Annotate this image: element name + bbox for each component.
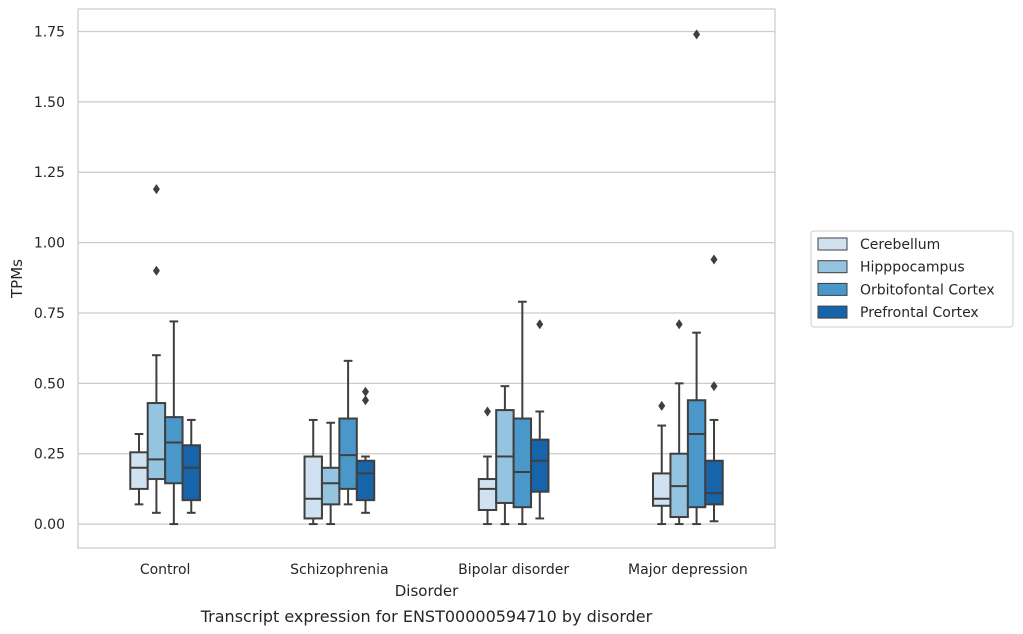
box-hipppocampus xyxy=(320,421,341,526)
iqr-box xyxy=(129,451,149,490)
iqr-box xyxy=(355,459,376,502)
outlier-point xyxy=(710,381,718,392)
y-tick-label: 0.75 xyxy=(34,306,65,322)
iqr-box xyxy=(686,399,707,509)
y-tick-label: 1.75 xyxy=(34,25,65,41)
legend-entry: Hipppocampus xyxy=(860,260,965,276)
x-tick-label: Bipolar disorder xyxy=(458,562,569,578)
x-axis-label: Disorder xyxy=(395,582,459,600)
box-hipppocampus xyxy=(669,319,689,526)
outlier-point xyxy=(658,400,666,411)
outlier-point xyxy=(483,406,491,417)
x-tick-label: Major depression xyxy=(628,562,748,578)
iqr-box xyxy=(338,417,358,490)
box-prefrontal-cortex xyxy=(355,386,376,514)
y-tick-label: 0.50 xyxy=(34,376,65,392)
legend-swatch xyxy=(817,237,848,251)
outlier-point xyxy=(710,254,718,265)
box-cerebellum xyxy=(303,418,323,526)
iqr-box xyxy=(164,416,184,485)
iqr-box xyxy=(477,478,498,512)
box-prefrontal-cortex xyxy=(704,254,724,523)
iqr-box xyxy=(704,459,724,506)
legend-entry: Cerebellum xyxy=(860,237,940,253)
box-cerebellum xyxy=(129,433,149,506)
legend-swatch xyxy=(817,305,848,319)
legend-swatch xyxy=(817,282,848,296)
box-cerebellum xyxy=(652,400,672,526)
x-tick-label: Control xyxy=(140,562,191,578)
outlier-point xyxy=(362,386,370,397)
iqr-box xyxy=(512,417,533,509)
legend-entry: Orbitofontal Cortex xyxy=(860,282,995,298)
box-plot-series xyxy=(129,29,724,526)
legend-frame xyxy=(810,230,1014,328)
x-tick-label: Schizophrenia xyxy=(290,562,388,578)
y-tick-label: 1.50 xyxy=(34,95,65,111)
chart-caption: Transcript expression for ENST0000059471… xyxy=(200,607,653,626)
box-orbitofontal-cortex xyxy=(164,320,184,526)
box-cerebellum xyxy=(477,406,498,526)
iqr-box xyxy=(652,472,672,507)
iqr-box xyxy=(530,438,550,493)
y-tick-label: 0.00 xyxy=(34,517,65,533)
outlier-point xyxy=(152,265,160,276)
box-prefrontal-cortex xyxy=(530,319,550,520)
legend: Cerebellum Hipppocampus Orbitofontal Corte… xyxy=(810,230,1014,328)
iqr-box xyxy=(146,402,167,481)
box-orbitofontal-cortex xyxy=(686,29,707,526)
y-tick-label: 0.25 xyxy=(34,447,65,463)
iqr-box xyxy=(303,455,323,520)
x-tick-labels: Control Schizophrenia Bipolar disorder Majo… xyxy=(140,562,748,578)
outlier-point xyxy=(536,319,544,330)
iqr-box xyxy=(320,466,341,506)
box-hipppocampus xyxy=(146,184,167,514)
outlier-point xyxy=(152,184,160,195)
legend-swatch xyxy=(817,260,848,274)
y-axis-label: TPMs xyxy=(8,259,26,299)
plot-frame xyxy=(77,8,776,549)
box-prefrontal-cortex xyxy=(181,418,201,514)
outlier-point xyxy=(675,319,683,330)
legend-entry: Prefrontal Cortex xyxy=(860,305,979,321)
outlier-point xyxy=(693,29,701,40)
iqr-box xyxy=(181,444,201,502)
y-tick-label: 1.25 xyxy=(34,165,65,181)
y-tick-label: 1.00 xyxy=(34,236,65,252)
box-orbitofontal-cortex xyxy=(338,359,358,506)
outlier-point xyxy=(362,395,370,406)
box-hipppocampus xyxy=(495,385,515,526)
y-tick-labels: 0.00 0.25 0.50 0.75 1.00 1.25 1.50 1.75 xyxy=(34,25,65,534)
box-orbitofontal-cortex xyxy=(512,300,533,526)
